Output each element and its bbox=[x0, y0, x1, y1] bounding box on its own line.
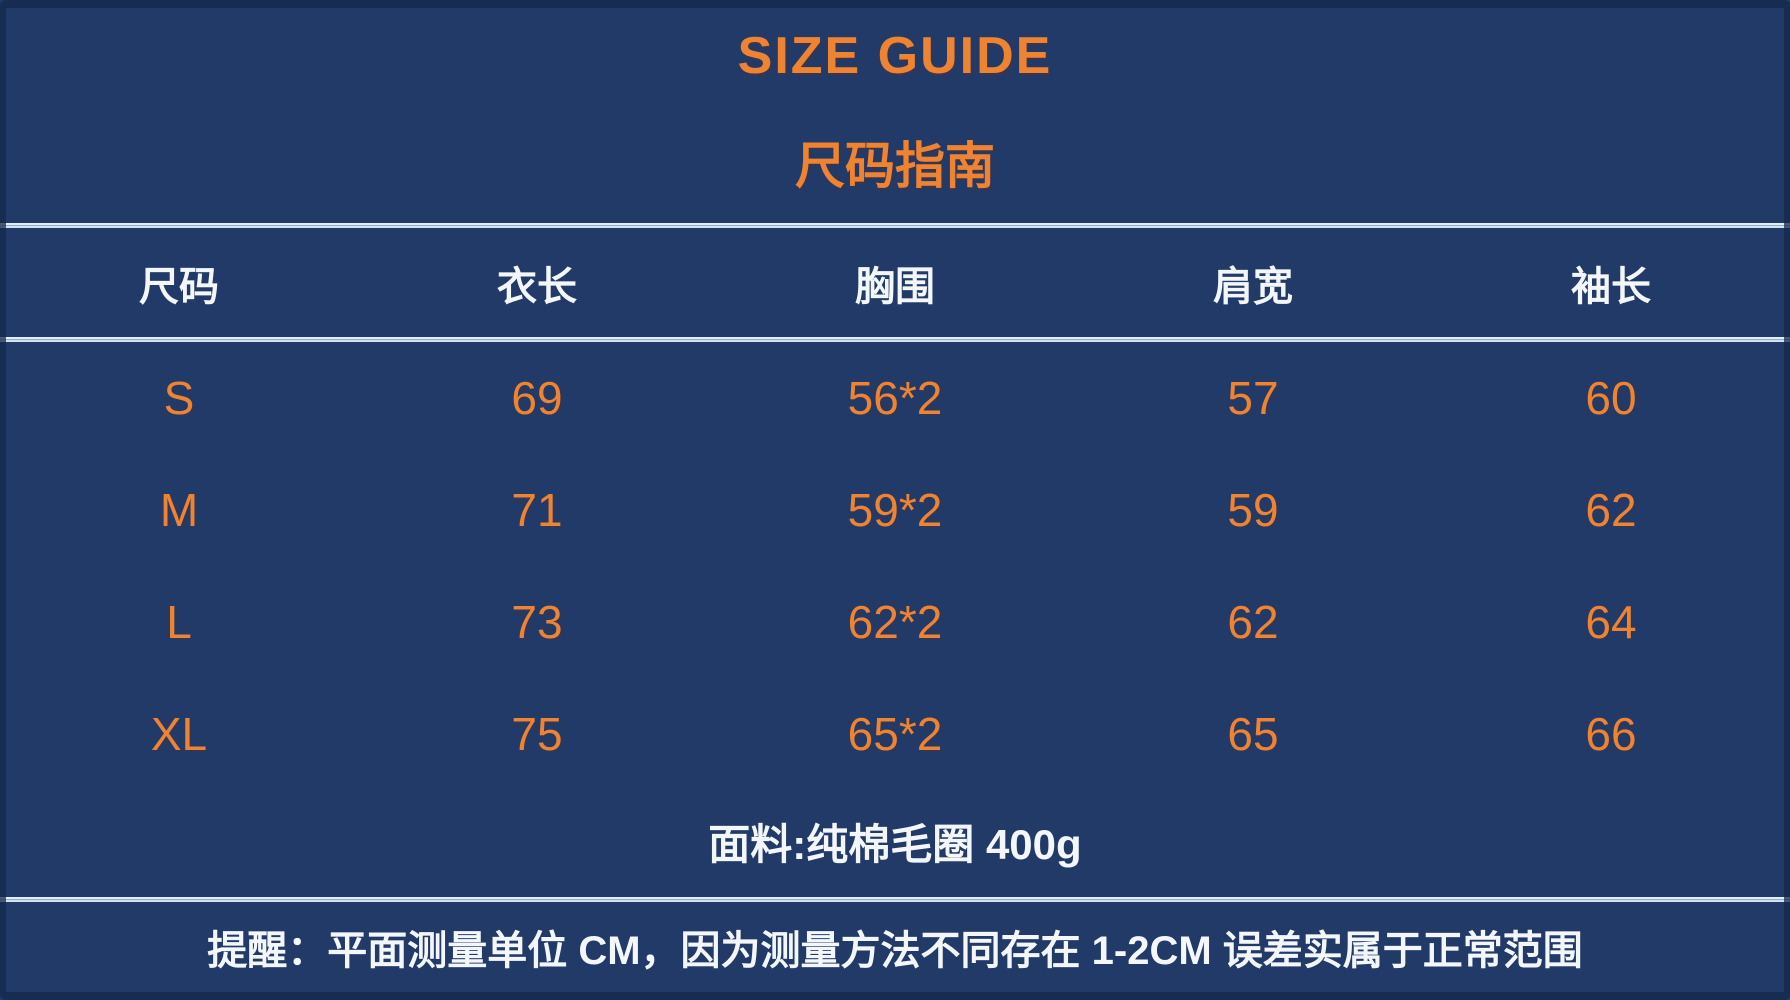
table-row-xl: XL 75 65*2 65 66 bbox=[0, 678, 1790, 790]
sleeve-cell: 60 bbox=[1585, 372, 1637, 424]
column-header-garment-length: 衣长 bbox=[497, 264, 577, 309]
size-cell: L bbox=[166, 596, 192, 648]
chest-cell: 56*2 bbox=[847, 372, 943, 424]
table-body: S 69 56*2 57 60 M 71 59*2 59 62 L 73 62*… bbox=[0, 342, 1790, 790]
shoulder-cell: 57 bbox=[1227, 372, 1279, 424]
sleeve-cell: 64 bbox=[1585, 596, 1637, 648]
size-guide-title: SIZE GUIDE bbox=[737, 27, 1053, 85]
sleeve-cell: 62 bbox=[1585, 484, 1637, 536]
table-row-s: S 69 56*2 57 60 bbox=[0, 342, 1790, 454]
shoulder-cell: 59 bbox=[1227, 484, 1279, 536]
garment-length-cell: 69 bbox=[511, 372, 563, 424]
divider-above-header bbox=[0, 223, 1790, 228]
divider-below-header bbox=[0, 337, 1790, 342]
sleeve-cell: 66 bbox=[1585, 708, 1637, 760]
column-header-chest: 胸围 bbox=[855, 264, 935, 309]
table-header-row: 尺码 衣长 胸围 肩宽 袖长 bbox=[0, 228, 1790, 337]
table-row-l: L 73 62*2 62 64 bbox=[0, 566, 1790, 678]
size-cell: M bbox=[159, 484, 199, 536]
garment-length-cell: 75 bbox=[511, 708, 563, 760]
column-header-sleeve: 袖长 bbox=[1571, 264, 1651, 309]
chest-cell: 65*2 bbox=[847, 708, 943, 760]
chest-cell: 62*2 bbox=[847, 596, 943, 648]
measurement-disclaimer: 提醒：平面测量单位 CM，因为测量方法不同存在 1-2CM 误差实属于正常范围 bbox=[207, 929, 1583, 973]
shoulder-cell: 65 bbox=[1227, 708, 1279, 760]
size-cell: XL bbox=[150, 708, 208, 760]
garment-length-cell: 71 bbox=[511, 484, 563, 536]
column-header-size: 尺码 bbox=[139, 264, 219, 309]
divider-above-disclaimer bbox=[0, 897, 1790, 902]
size-cell: S bbox=[163, 372, 195, 424]
shoulder-cell: 62 bbox=[1227, 596, 1279, 648]
size-guide-subtitle-zh: 尺码指南 bbox=[795, 138, 995, 194]
garment-length-cell: 73 bbox=[511, 596, 563, 648]
column-header-shoulder: 肩宽 bbox=[1213, 264, 1293, 309]
chest-cell: 59*2 bbox=[847, 484, 943, 536]
fabric-note: 面料:纯棉毛圈 400g bbox=[708, 821, 1082, 868]
table-row-m: M 71 59*2 59 62 bbox=[0, 454, 1790, 566]
